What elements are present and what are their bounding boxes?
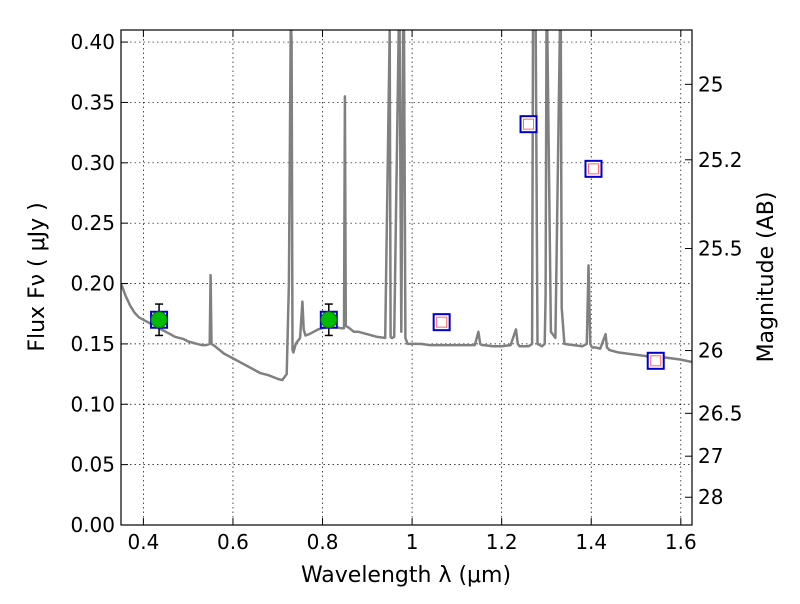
grid <box>121 30 692 526</box>
model-point-box <box>646 351 665 370</box>
y-axis-label: Flux Fν ( μJy ) <box>25 202 50 351</box>
x-axis-label: Wavelength λ (μm) <box>301 563 511 588</box>
y-tick-label: 0.10 <box>70 392 115 416</box>
y-tick-label: 0.35 <box>70 90 115 114</box>
model-point-box <box>432 313 451 332</box>
y2-tick-label: 25 <box>698 72 723 96</box>
y2-tick-label: 27 <box>698 444 723 468</box>
spectrum-line <box>121 30 692 382</box>
x-tick-label: 0.6 <box>217 530 249 554</box>
y-tick-label: 0.20 <box>70 272 115 296</box>
plot-frame <box>120 29 693 526</box>
y2-axis-label: Magnitude (AB) <box>754 192 779 363</box>
y-tick-label: 0.15 <box>70 332 115 356</box>
x-tick-label: 1.4 <box>575 530 607 554</box>
model-point-inner <box>587 163 599 175</box>
y-tick-label: 0.05 <box>70 453 115 477</box>
x-tick-label: 1 <box>406 530 419 554</box>
observed-point <box>150 311 168 329</box>
x-tick-label: 1.2 <box>486 530 518 554</box>
model-point-inner <box>523 118 535 130</box>
model-point-inner <box>436 316 448 328</box>
model-point-inner <box>650 355 662 367</box>
plot-area <box>121 30 692 382</box>
model-point-box <box>584 159 603 178</box>
y2-tick-label: 26.5 <box>698 401 743 425</box>
x-tick-label: 0.4 <box>127 530 159 554</box>
x-tick-label: 1.6 <box>665 530 697 554</box>
y2-tick-label: 25.2 <box>698 148 743 172</box>
y-tick-label: 0.30 <box>70 151 115 175</box>
x-tick-label: 0.8 <box>307 530 339 554</box>
y-tick-label: 0.25 <box>70 211 115 235</box>
y2-tick-label: 25.5 <box>698 237 743 261</box>
y2-tick-label: 26 <box>698 339 723 363</box>
y-tick-label: 0.00 <box>70 513 115 537</box>
y-tick-label: 0.40 <box>70 30 115 54</box>
model-point-box <box>519 115 538 134</box>
observed-point <box>320 311 338 329</box>
y2-tick-label: 28 <box>698 485 723 509</box>
axes-ticks: 0.4 0.6 0.8 1 1.2 1.4 1.6 0.00 0.05 0.10 0.15 0.20 0… <box>70 30 743 554</box>
